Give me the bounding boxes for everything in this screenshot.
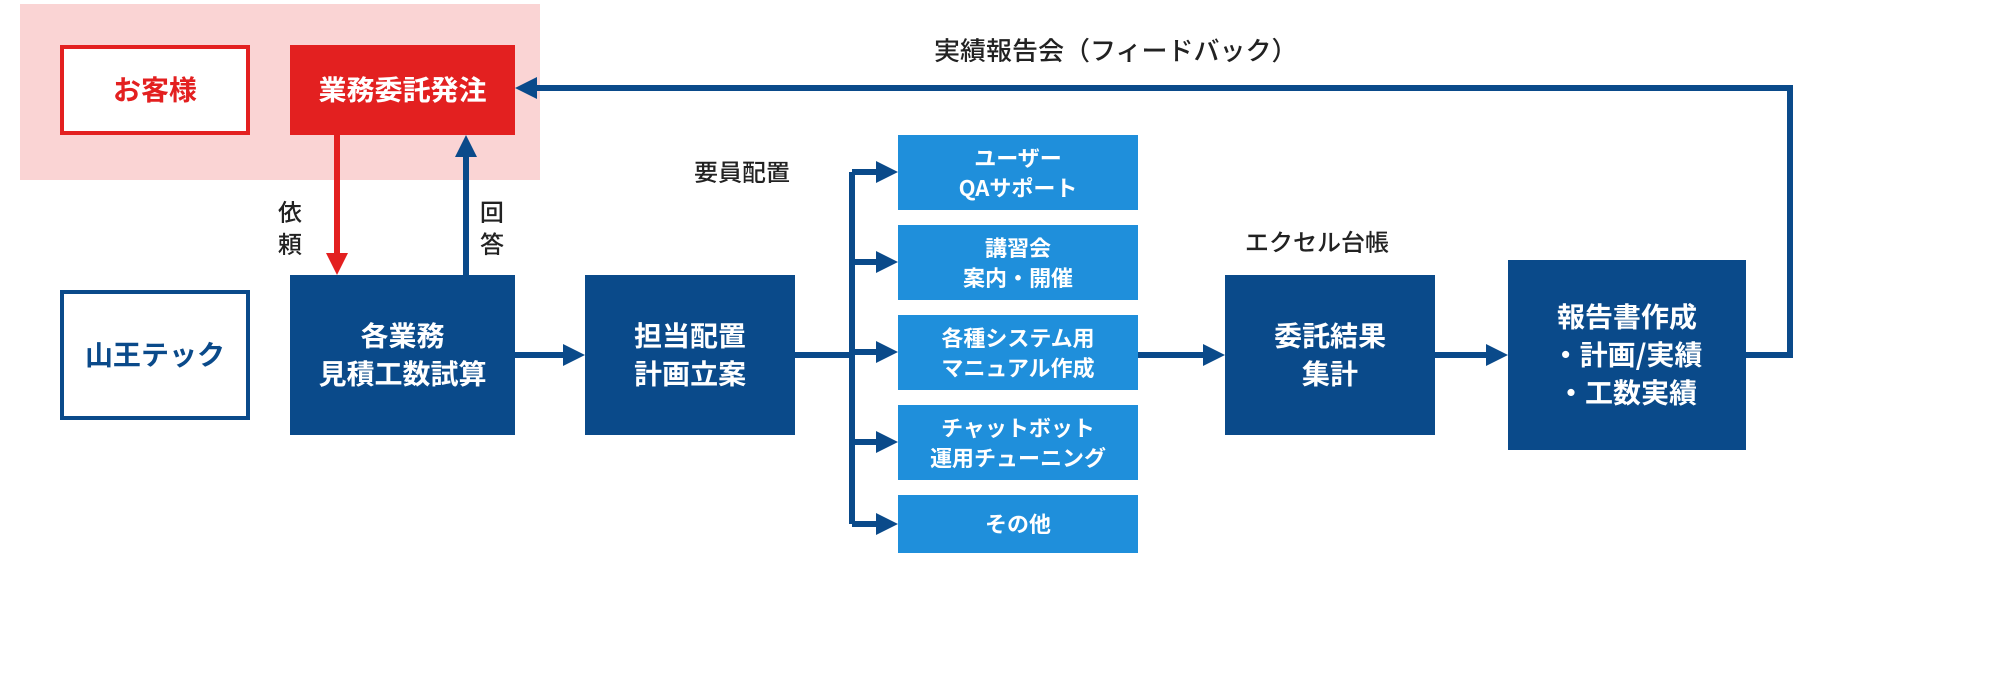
flowchart-stage: お客様業務委託発注山王テック各業務 見積工数試算担当配置 計画立案 ユーザー QA…	[0, 0, 2000, 695]
node-plan: 担当配置 計画立案	[585, 275, 795, 435]
node-order: 業務委託発注	[290, 45, 515, 135]
node-task3: 各種システム用 マニュアル作成	[898, 315, 1138, 390]
node-aggregate: 委託結果 集計	[1225, 275, 1435, 435]
node-task5: その他	[898, 495, 1138, 553]
node-company: 山王テック	[60, 290, 250, 420]
label-assign: 要員配置	[694, 155, 790, 187]
label-feedback: 実績報告会（フィードバック）	[934, 32, 1297, 67]
node-customer: お客様	[60, 45, 250, 135]
node-task1: ユーザー QAサポート	[898, 135, 1138, 210]
label-excel: エクセル台帳	[1245, 225, 1389, 257]
node-report: 報告書作成 ・計画/実績 ・工数実績	[1508, 260, 1746, 450]
node-estimate: 各業務 見積工数試算	[290, 275, 515, 435]
node-task4: チャットボット 運用チューニング	[898, 405, 1138, 480]
label-req: 依 頼	[278, 195, 302, 260]
label-ans: 回 答	[480, 195, 504, 260]
node-task2: 講習会 案内・開催	[898, 225, 1138, 300]
